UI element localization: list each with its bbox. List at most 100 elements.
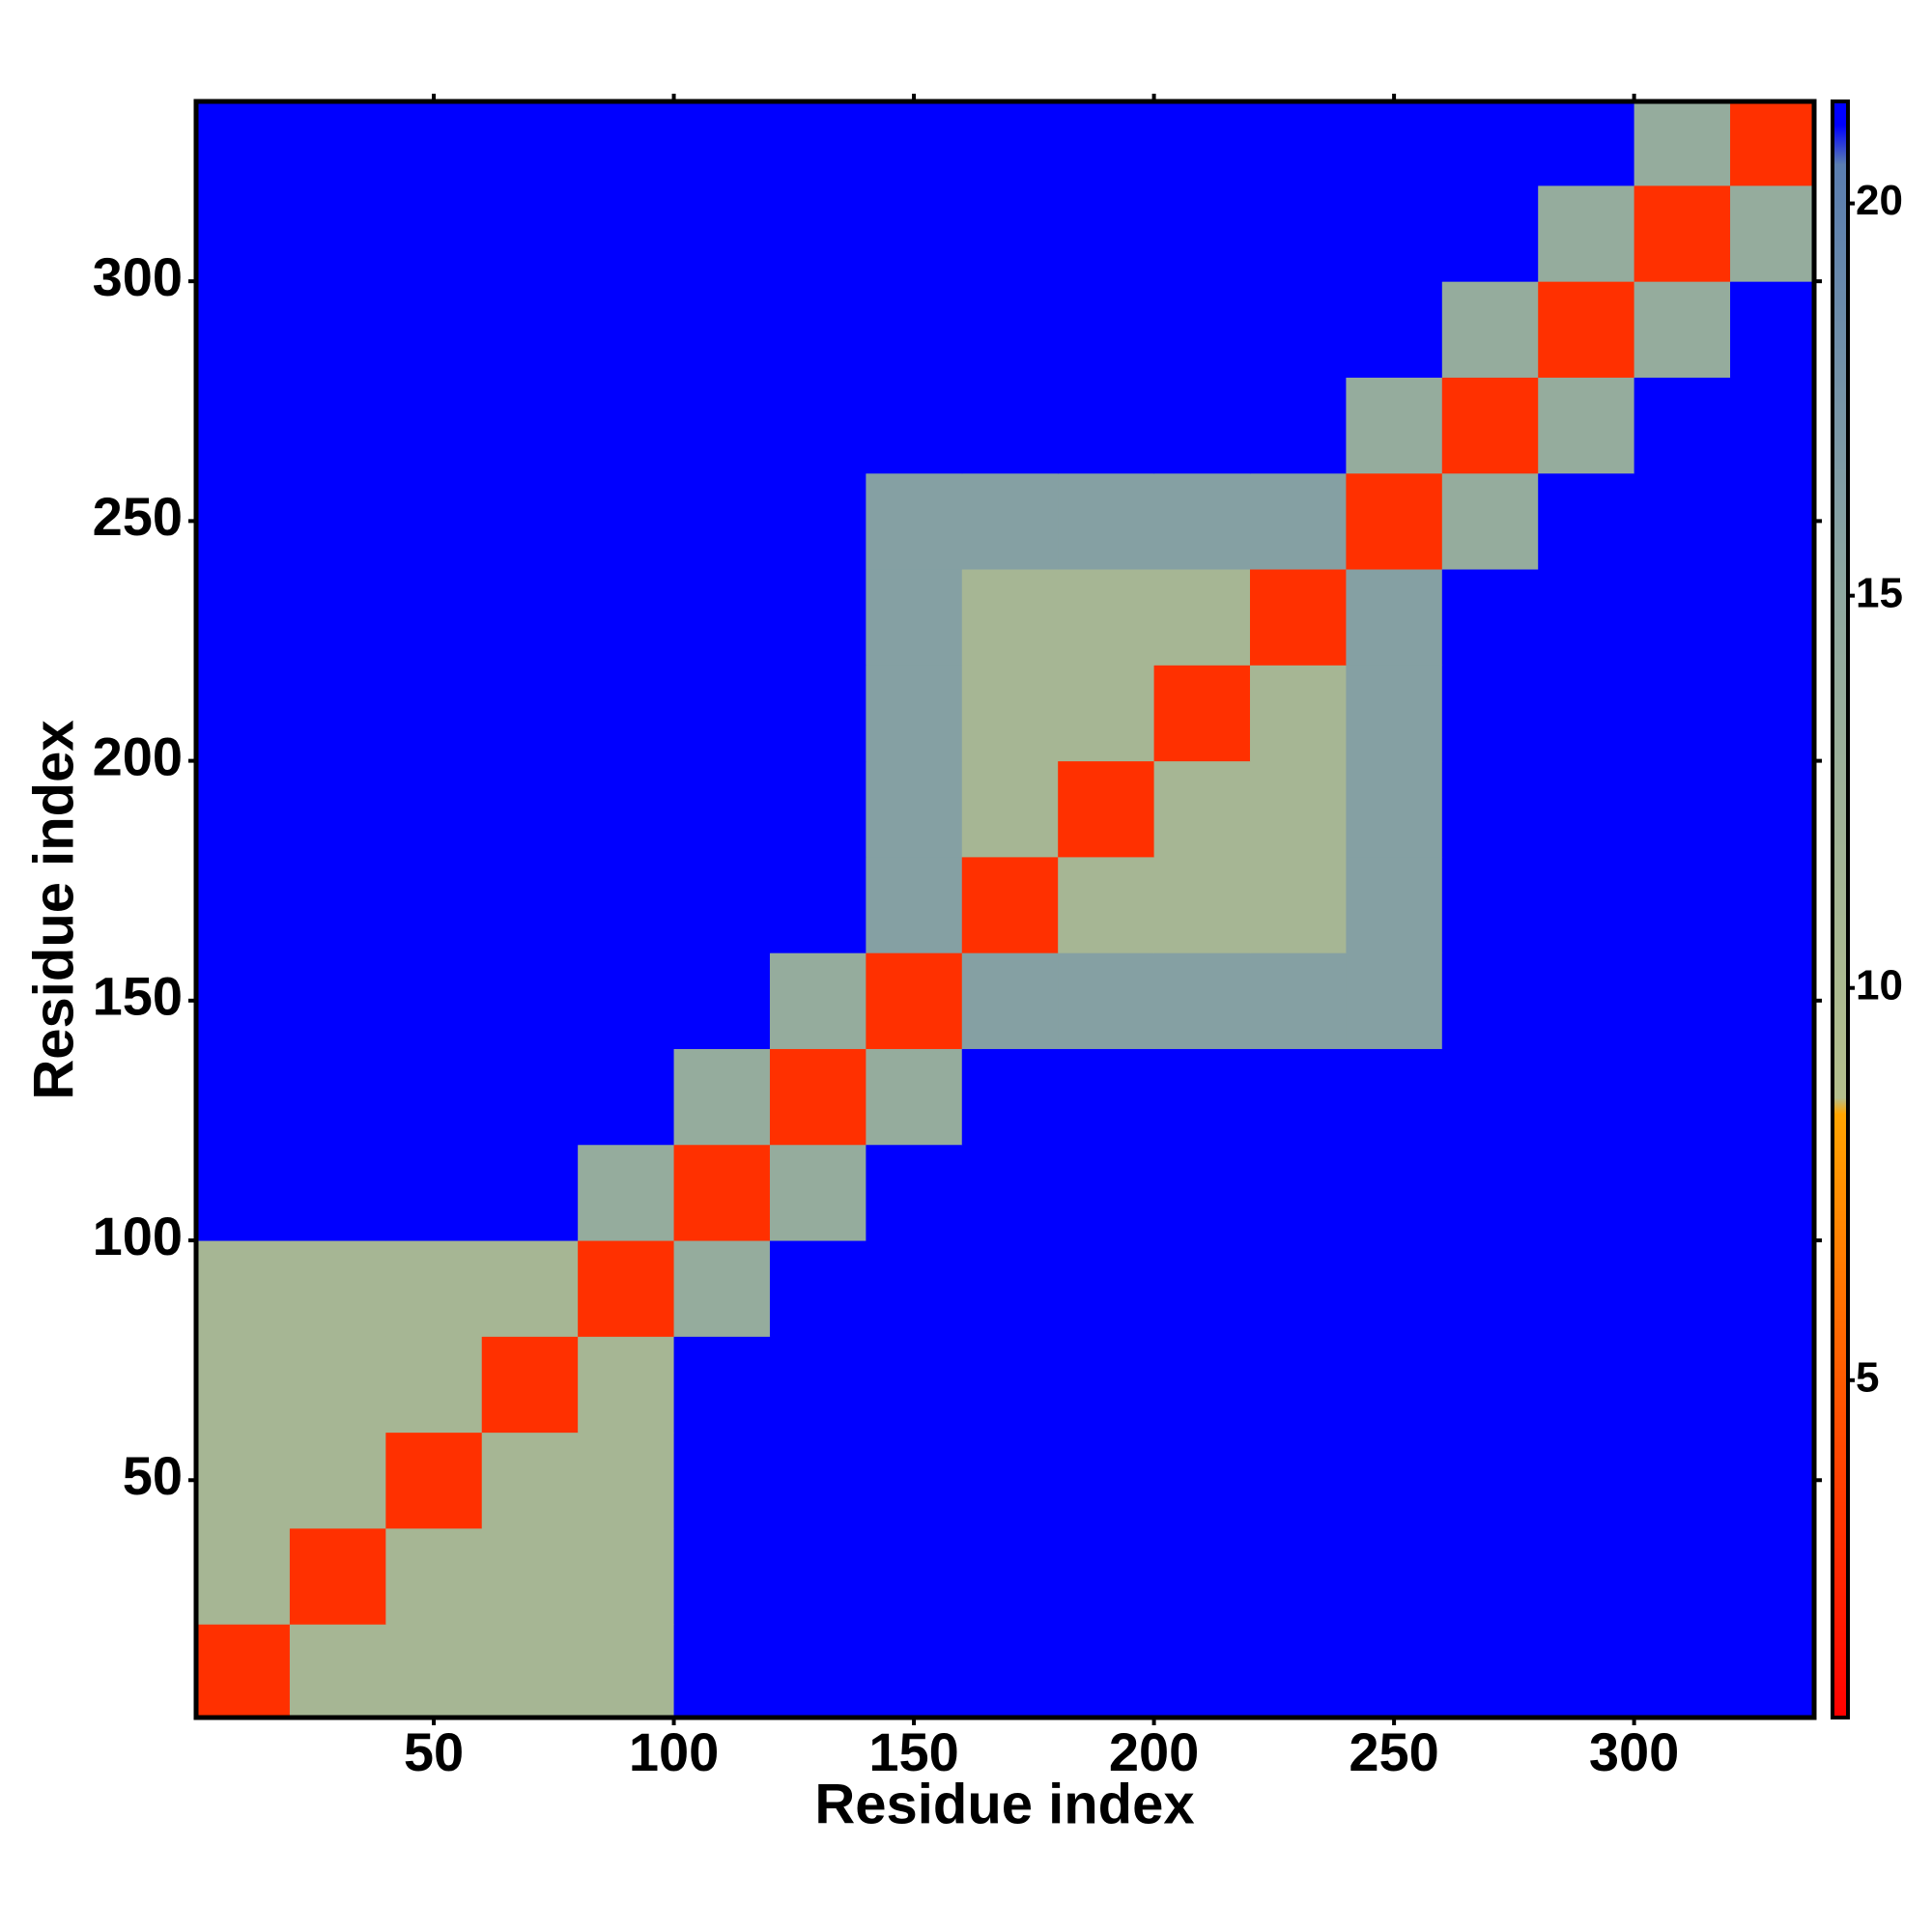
heatmap-cell xyxy=(1058,185,1155,282)
heatmap-cell xyxy=(769,1240,867,1337)
heatmap-cell xyxy=(1058,1527,1155,1625)
heatmap-cell xyxy=(1730,1240,1814,1337)
heatmap-cell xyxy=(961,472,1059,570)
heatmap-cell xyxy=(1346,569,1443,666)
heatmap-cell xyxy=(961,1144,1059,1241)
heatmap-cell xyxy=(1634,1624,1731,1718)
heatmap-cell xyxy=(1730,472,1814,570)
heatmap-cell xyxy=(289,1432,386,1529)
heatmap-cell xyxy=(578,760,675,858)
heatmap-cell xyxy=(769,185,867,282)
heatmap-cell xyxy=(1249,665,1347,762)
heatmap-cell xyxy=(1249,281,1347,378)
heatmap-cell xyxy=(578,856,675,953)
x-tick-label: 300 xyxy=(1589,1721,1679,1782)
heatmap-cell xyxy=(961,101,1059,186)
heatmap-cell xyxy=(196,185,291,282)
heatmap-cell xyxy=(1441,1144,1539,1241)
heatmap-cell xyxy=(769,665,867,762)
heatmap-cell xyxy=(1346,101,1443,186)
heatmap-cell xyxy=(481,281,579,378)
heatmap-cell xyxy=(481,569,579,666)
heatmap-cell xyxy=(673,281,771,378)
heatmap-cell xyxy=(769,1144,867,1241)
heatmap-cell xyxy=(481,1240,579,1337)
heatmap-cell xyxy=(1538,1336,1635,1434)
y-tick-label: 50 xyxy=(123,1445,183,1506)
heatmap xyxy=(196,101,1814,1718)
heatmap-cell xyxy=(1634,952,1731,1049)
heatmap-cell xyxy=(1538,952,1635,1049)
heatmap-cell xyxy=(961,1527,1059,1625)
heatmap-cell xyxy=(673,472,771,570)
heatmap-cell xyxy=(1058,1624,1155,1718)
heatmap-cell xyxy=(578,1336,675,1434)
heatmap-cell xyxy=(289,665,386,762)
y-tick-label: 250 xyxy=(93,486,183,547)
heatmap-cell xyxy=(1730,665,1814,762)
heatmap-cell xyxy=(769,472,867,570)
heatmap-cell xyxy=(866,281,963,378)
heatmap-cell xyxy=(578,569,675,666)
heatmap-cell xyxy=(673,1144,771,1241)
y-tick-label: 150 xyxy=(93,966,183,1027)
heatmap-cell xyxy=(289,185,386,282)
colorbar-segment xyxy=(1833,1097,1848,1115)
heatmap-cell xyxy=(385,377,483,474)
heatmap-cell xyxy=(673,185,771,282)
heatmap-cell xyxy=(1634,377,1731,474)
heatmap-cell xyxy=(1249,377,1347,474)
heatmap-cell xyxy=(673,101,771,186)
heatmap-cell xyxy=(1634,856,1731,953)
heatmap-cell xyxy=(385,1048,483,1146)
colorbar-frame xyxy=(1831,99,1850,1719)
heatmap-cell xyxy=(1346,281,1443,378)
heatmap-cell xyxy=(1538,1048,1635,1146)
heatmap-cell xyxy=(1538,856,1635,953)
heatmap-cell xyxy=(1538,760,1635,858)
heatmap-cell xyxy=(769,760,867,858)
heatmap-cell xyxy=(673,569,771,666)
heatmap-cell xyxy=(769,1624,867,1718)
heatmap-cell xyxy=(1153,952,1251,1049)
heatmap-cell xyxy=(866,377,963,474)
colorbar-segment xyxy=(1833,163,1848,597)
heatmap-cell xyxy=(1153,856,1251,953)
heatmap-cell xyxy=(1538,1527,1635,1625)
heatmap-cell xyxy=(385,472,483,570)
heatmap-cell xyxy=(1058,952,1155,1049)
heatmap-cell xyxy=(1730,101,1814,186)
heatmap-cell xyxy=(673,1240,771,1337)
heatmap-cell xyxy=(1346,472,1443,570)
heatmap-cell xyxy=(1153,185,1251,282)
heatmap-cell xyxy=(385,101,483,186)
heatmap-cell xyxy=(385,185,483,282)
heatmap-cell xyxy=(385,1144,483,1241)
heatmap-cell xyxy=(385,1527,483,1625)
heatmap-cell xyxy=(1730,1144,1814,1241)
heatmap-cell xyxy=(673,760,771,858)
heatmap-cell xyxy=(866,569,963,666)
heatmap-cell xyxy=(1730,569,1814,666)
heatmap-cell xyxy=(196,665,291,762)
heatmap-cell xyxy=(1153,1336,1251,1434)
heatmap-cell xyxy=(1346,665,1443,762)
heatmap-cell xyxy=(1538,1624,1635,1718)
heatmap-cell xyxy=(769,101,867,186)
heatmap-cell xyxy=(1634,665,1731,762)
heatmap-cell xyxy=(961,856,1059,953)
heatmap-cell xyxy=(1058,472,1155,570)
heatmap-cell xyxy=(866,185,963,282)
heatmap-cell xyxy=(1153,569,1251,666)
heatmap-cell xyxy=(1058,101,1155,186)
heatmap-cell xyxy=(1730,1336,1814,1434)
heatmap-cell xyxy=(196,1527,291,1625)
colorbar-segment xyxy=(1833,101,1848,126)
heatmap-cell xyxy=(866,1624,963,1718)
heatmap-cell xyxy=(1058,856,1155,953)
heatmap-cell xyxy=(1538,1240,1635,1337)
heatmap-cell xyxy=(1441,281,1539,378)
heatmap-cell xyxy=(1058,1432,1155,1529)
heatmap-cell xyxy=(289,377,386,474)
